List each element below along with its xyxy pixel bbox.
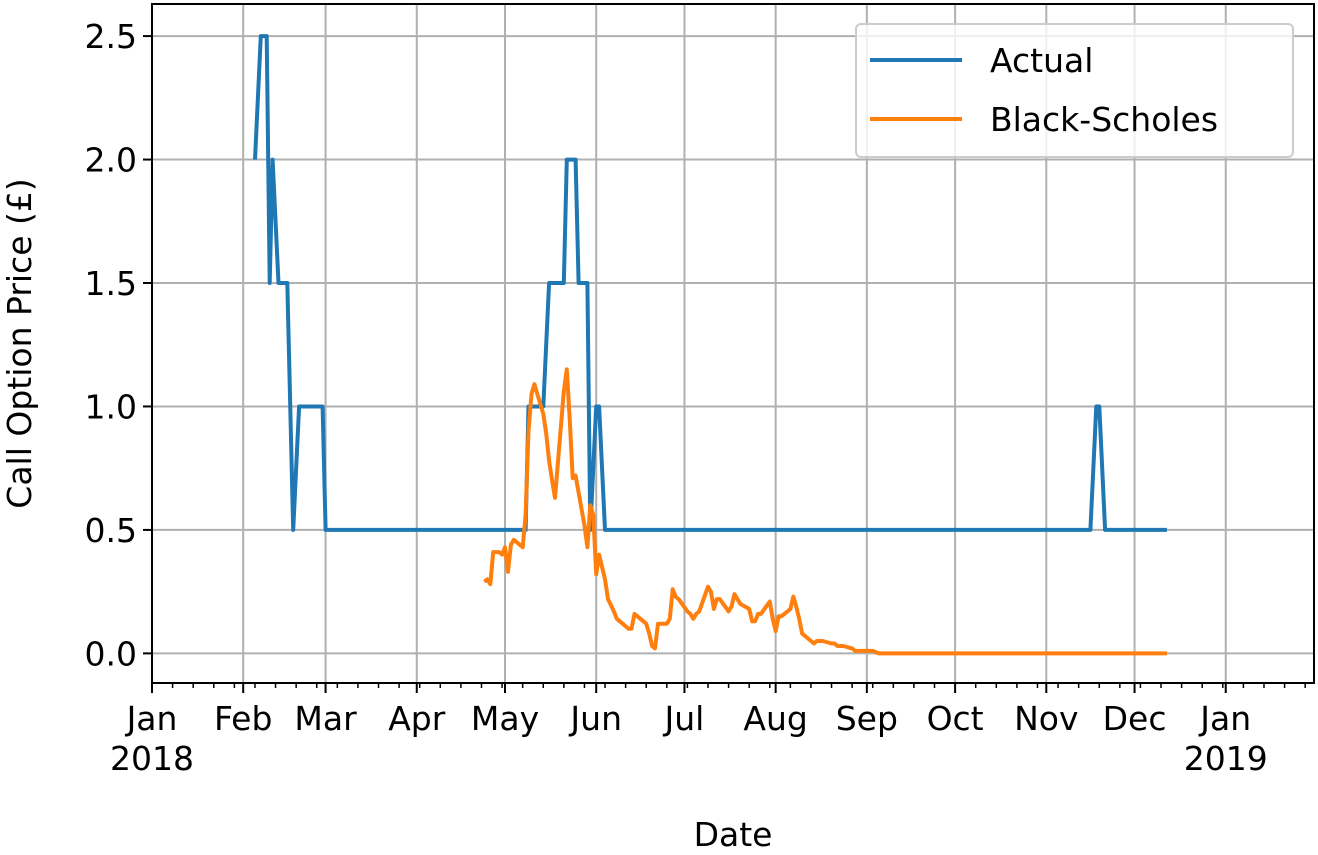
y-tick-label: 1.5 xyxy=(85,264,137,303)
series-line-actual xyxy=(253,34,1167,532)
x-tick-label: Jun xyxy=(568,699,622,738)
legend-box xyxy=(855,23,1294,158)
y-tick-label: 2.5 xyxy=(85,17,137,56)
legend-label-black-scholes: Black-Scholes xyxy=(990,100,1218,139)
x-tick-label: Oct xyxy=(927,699,984,738)
x-tick-label: Dec xyxy=(1103,699,1167,738)
x-axis-label: Date xyxy=(694,815,773,854)
x-tick-label: Nov xyxy=(1014,699,1078,738)
x-tick-label: Aug xyxy=(743,699,807,738)
y-tick-label: 2.0 xyxy=(85,141,137,180)
x-tick-label: Jan 2018 xyxy=(110,699,194,778)
x-tick-label: Mar xyxy=(294,699,357,738)
y-tick-label: 1.0 xyxy=(85,387,137,426)
x-tick-label: Feb xyxy=(214,699,272,738)
y-tick-label: 0.0 xyxy=(85,634,137,673)
series-lines xyxy=(253,34,1167,656)
x-axis-ticks: Jan 2018 Feb Mar Apr May Jun Jul Aug Sep Oct Nov Dec… xyxy=(110,683,1306,778)
plot-frame xyxy=(151,3,1315,684)
y-tick-label: 0.5 xyxy=(85,511,137,550)
legend-label-actual: Actual xyxy=(990,41,1093,80)
x-tick-label: Jul xyxy=(663,699,705,738)
x-tick-label: Sep xyxy=(836,699,898,738)
y-axis-ticks: 0.0 0.5 1.0 1.5 2.0 2.5 xyxy=(85,17,152,673)
x-tick-label: Apr xyxy=(388,699,446,738)
legend: Actual Black-Scholes xyxy=(855,23,1294,158)
x-tick-label: Jan 2019 xyxy=(1184,699,1268,778)
series-line-black-scholes xyxy=(483,367,1167,656)
grid-lines xyxy=(151,4,1314,683)
x-tick-label: May xyxy=(471,699,539,738)
y-axis-label: Call Option Price (£) xyxy=(0,178,39,508)
